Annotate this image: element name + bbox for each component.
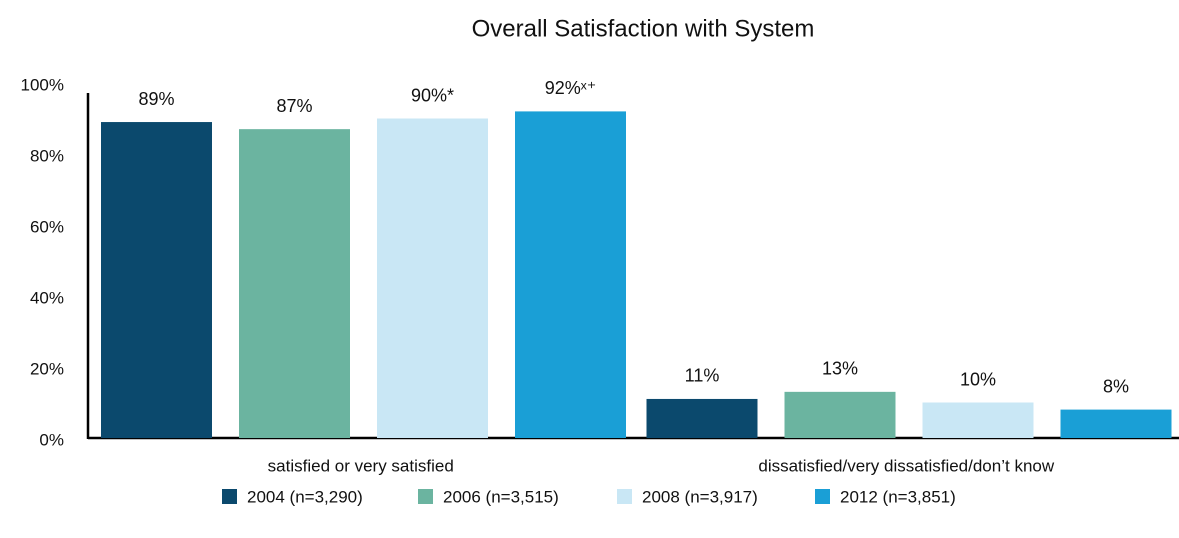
bar: [239, 129, 350, 438]
data-label: 87%: [276, 96, 312, 116]
bar: [101, 122, 212, 439]
legend-label: 2004 (n=3,290): [247, 487, 363, 506]
bar: [646, 398, 758, 438]
legend-label: 2006 (n=3,515): [443, 487, 559, 506]
y-tick-label: 80%: [30, 146, 64, 165]
legend-swatch: [222, 489, 237, 504]
legend-swatch: [617, 489, 632, 504]
data-label: 13%: [822, 359, 858, 379]
x-tick-label: satisfied or very satisfied: [268, 456, 454, 475]
data-label: 90%*: [411, 85, 454, 105]
x-tick-label: dissatisfied/very dissatisfied/don’t kno…: [758, 456, 1054, 475]
bar: [1060, 409, 1172, 438]
legend-label: 2008 (n=3,917): [642, 487, 758, 506]
data-label: 89%: [138, 89, 174, 109]
y-tick-label: 0%: [39, 430, 64, 449]
legend-label: 2012 (n=3,851): [840, 487, 956, 506]
chart-title: Overall Satisfaction with System: [472, 15, 815, 42]
data-label: 11%: [685, 366, 720, 386]
bar: [922, 402, 1034, 438]
data-label: 8%: [1103, 376, 1129, 396]
legend-swatch: [815, 489, 830, 504]
bar: [377, 118, 488, 438]
data-label: 92%ˣ⁺: [545, 78, 596, 98]
y-tick-label: 60%: [30, 217, 64, 236]
bar: [784, 391, 896, 438]
data-label: 10%: [960, 369, 996, 389]
bar: [515, 111, 626, 439]
y-tick-label: 40%: [30, 288, 64, 307]
y-tick-label: 20%: [30, 359, 64, 378]
legend-swatch: [418, 489, 433, 504]
y-tick-label: 100%: [21, 75, 64, 94]
